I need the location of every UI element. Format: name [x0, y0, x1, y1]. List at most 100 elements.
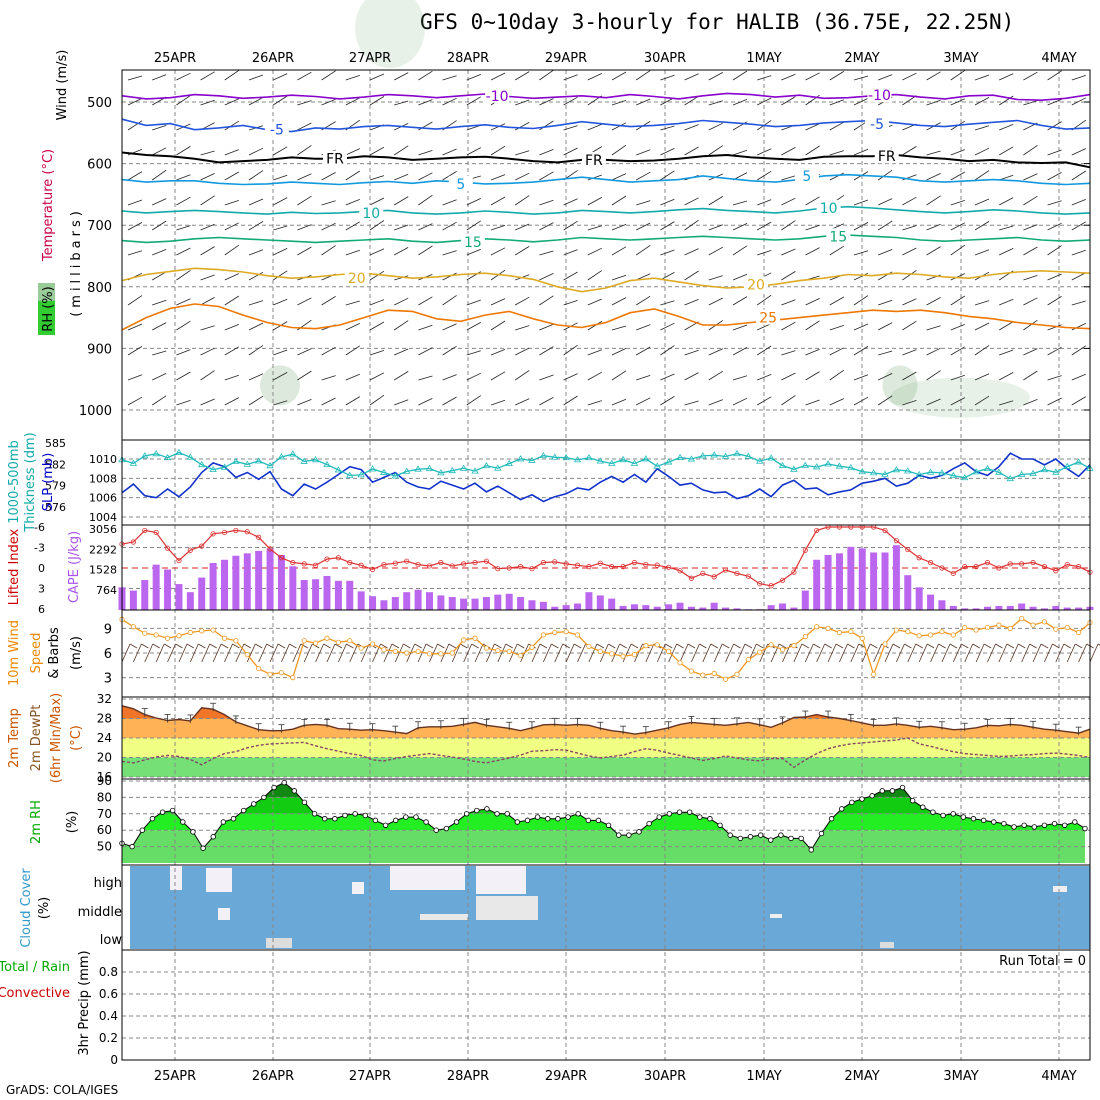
lifted-index-marker: [290, 559, 296, 566]
lifted-index-marker: [597, 560, 603, 566]
top-date-label: 29APR: [545, 51, 587, 66]
wind-barb: [998, 321, 1014, 331]
wind-speed-marker: [392, 648, 398, 654]
grid-layer: [122, 70, 1090, 1061]
wind-barb: [998, 95, 1014, 106]
wind-barb: [1047, 296, 1062, 306]
wind-barb: [1047, 397, 1062, 406]
wind-barb-10m: [224, 643, 233, 663]
wind-barb: [926, 195, 941, 206]
wind-barb: [950, 222, 965, 231]
thickness-marker: [152, 450, 160, 457]
lifted-index-marker: [461, 561, 467, 567]
thickness-marker: [642, 455, 650, 462]
cape-bar: [562, 605, 570, 610]
rh-marker: [433, 827, 439, 833]
wind-barb: [345, 148, 360, 156]
wind-speed-marker: [586, 643, 592, 650]
wind-barb: [273, 174, 288, 181]
wind-barb: [248, 97, 264, 106]
wind-barb-flag: [983, 643, 992, 649]
contour-label: 20: [348, 271, 366, 287]
contour-label-bg: [865, 116, 890, 132]
wind-barb: [587, 247, 602, 256]
slp-label: SLP (mb): [41, 453, 56, 512]
wind-speed-marker: [267, 671, 273, 677]
bottom-date-label: 29APR: [545, 1069, 587, 1084]
precip-label: 3hr Precip (mm): [77, 950, 92, 1055]
wind-label: Wind (m/s): [55, 50, 70, 121]
wind-barb: [902, 320, 917, 331]
lifted-index-marker: [745, 573, 751, 579]
wind-barb: [853, 323, 869, 331]
cape-bar: [801, 590, 809, 610]
wind-barb: [248, 345, 264, 356]
wind-barb: [273, 197, 288, 206]
wind-barb: [950, 397, 965, 406]
wind-speed-marker: [1019, 615, 1025, 622]
wind-barb-10m: [121, 643, 131, 663]
cloud-level-label: middle: [78, 905, 122, 920]
minmax-label: (6hr Min/Max): [49, 693, 64, 783]
wind-speed-marker: [688, 668, 695, 674]
wind-barb: [1023, 246, 1038, 256]
top-date-label: 4MAY: [1041, 51, 1076, 66]
rh-marker: [778, 832, 784, 838]
wind-barb: [950, 98, 965, 106]
cape-bar: [1040, 608, 1048, 610]
wind-barb: [781, 147, 796, 156]
wind-barb-10m: [839, 643, 848, 663]
wind-barb-flag: [1029, 643, 1037, 649]
lifted-index-marker: [404, 558, 410, 564]
wind-barb: [151, 395, 167, 406]
wind-barb: [539, 346, 554, 356]
wind-barb: [781, 73, 796, 81]
wind-speed-marker: [438, 651, 444, 657]
rh-tick: 90: [97, 774, 112, 788]
wind-barb: [248, 221, 264, 231]
contour-label: 20: [747, 277, 765, 293]
rh-marker: [474, 807, 480, 814]
wind-barb: [829, 121, 844, 131]
wind-barb: [974, 97, 990, 106]
wind-tick: 6: [104, 647, 112, 662]
rh-shading: [355, 0, 425, 69]
wind-barb-flag: [163, 643, 172, 649]
rh-marker: [463, 811, 470, 817]
wind-barb: [321, 346, 336, 356]
cape-bar: [141, 580, 149, 610]
wind-barb: [877, 395, 893, 406]
wind-speed-marker: [358, 645, 364, 651]
wind-barb: [442, 295, 457, 306]
bottom-date-label: 26APR: [252, 1069, 294, 1084]
wind-speed-marker: [426, 651, 433, 657]
wind-barb: [490, 225, 506, 231]
wind-speed-marker: [700, 672, 706, 678]
cloud-units-label: (%): [37, 897, 52, 920]
wind-barb-flag: [198, 643, 206, 649]
rh-marker: [210, 834, 216, 840]
wind-barb: [926, 347, 941, 356]
wind-barb: [1023, 195, 1038, 206]
rh-marker: [575, 811, 581, 817]
cape-bar: [528, 600, 536, 610]
cape-bar: [266, 548, 274, 610]
wind-barb: [756, 294, 772, 306]
wind-barb: [394, 348, 409, 356]
rh-label: RH (%): [41, 286, 56, 331]
cape-bar: [972, 608, 980, 610]
wind-barb-flag: [448, 643, 457, 649]
wind-barb: [757, 221, 772, 231]
lifted-index-marker: [187, 547, 193, 553]
wind-speed-marker: [552, 629, 558, 636]
cloud-level-label: high: [94, 876, 122, 891]
rh-band: [122, 797, 1085, 814]
thickness-marker: [824, 460, 832, 467]
wind-barb-flag: [152, 643, 160, 649]
thickness-marker: [756, 457, 764, 464]
wind-speed-marker: [256, 665, 262, 672]
wind-barb: [418, 150, 433, 156]
thickness-marker: [812, 463, 821, 470]
wind-barb: [829, 172, 844, 181]
wind-speed-marker: [631, 652, 638, 658]
